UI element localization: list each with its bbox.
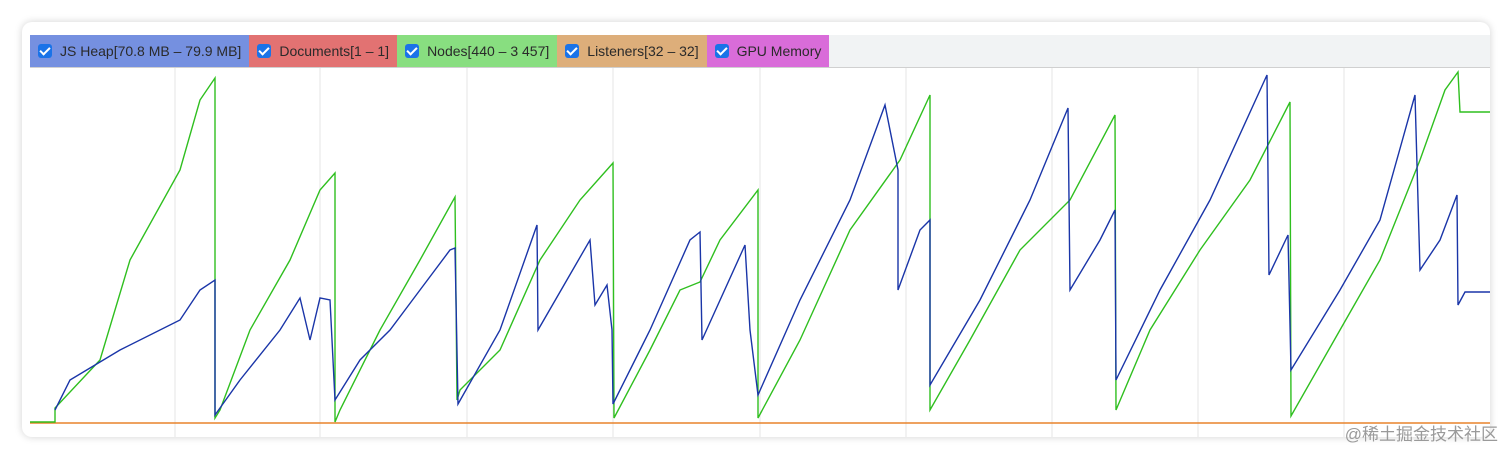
legend-item[interactable]: Listeners[32 – 32] — [557, 35, 707, 67]
grid — [174, 67, 1345, 437]
legend: JS Heap[70.8 MB – 79.9 MB] Documents[1 – … — [30, 35, 1490, 68]
legend-label: Documents[1 – 1] — [279, 43, 390, 59]
js-heap-trace — [54, 74, 1490, 418]
checkbox[interactable] — [38, 44, 52, 58]
checkbox[interactable] — [565, 44, 580, 58]
legend-item[interactable]: JS Heap[70.8 MB – 79.9 MB] — [30, 35, 250, 67]
legend-item[interactable]: Nodes[440 – 3 457] — [397, 35, 558, 67]
checkbox[interactable] — [714, 44, 729, 58]
legend-label: GPU Memory — [736, 43, 822, 59]
checkbox[interactable] — [257, 44, 272, 58]
legend-label: Listeners[32 – 32] — [587, 43, 699, 59]
legend-label: Nodes[440 – 3 457] — [427, 43, 550, 59]
legend-label: JS Heap[70.8 MB – 79.9 MB] — [60, 43, 242, 59]
nodes-trace — [30, 69, 1490, 423]
memory-panel: JS Heap[70.8 MB – 79.9 MB] Documents[1 – … — [22, 22, 1490, 437]
legend-item[interactable]: Documents[1 – 1] — [249, 35, 398, 67]
legend-item[interactable]: GPU Memory — [706, 35, 830, 67]
memory-chart — [30, 67, 1490, 437]
checkbox[interactable] — [405, 44, 420, 58]
watermark: @稀土掘金技术社区 — [1344, 425, 1498, 444]
